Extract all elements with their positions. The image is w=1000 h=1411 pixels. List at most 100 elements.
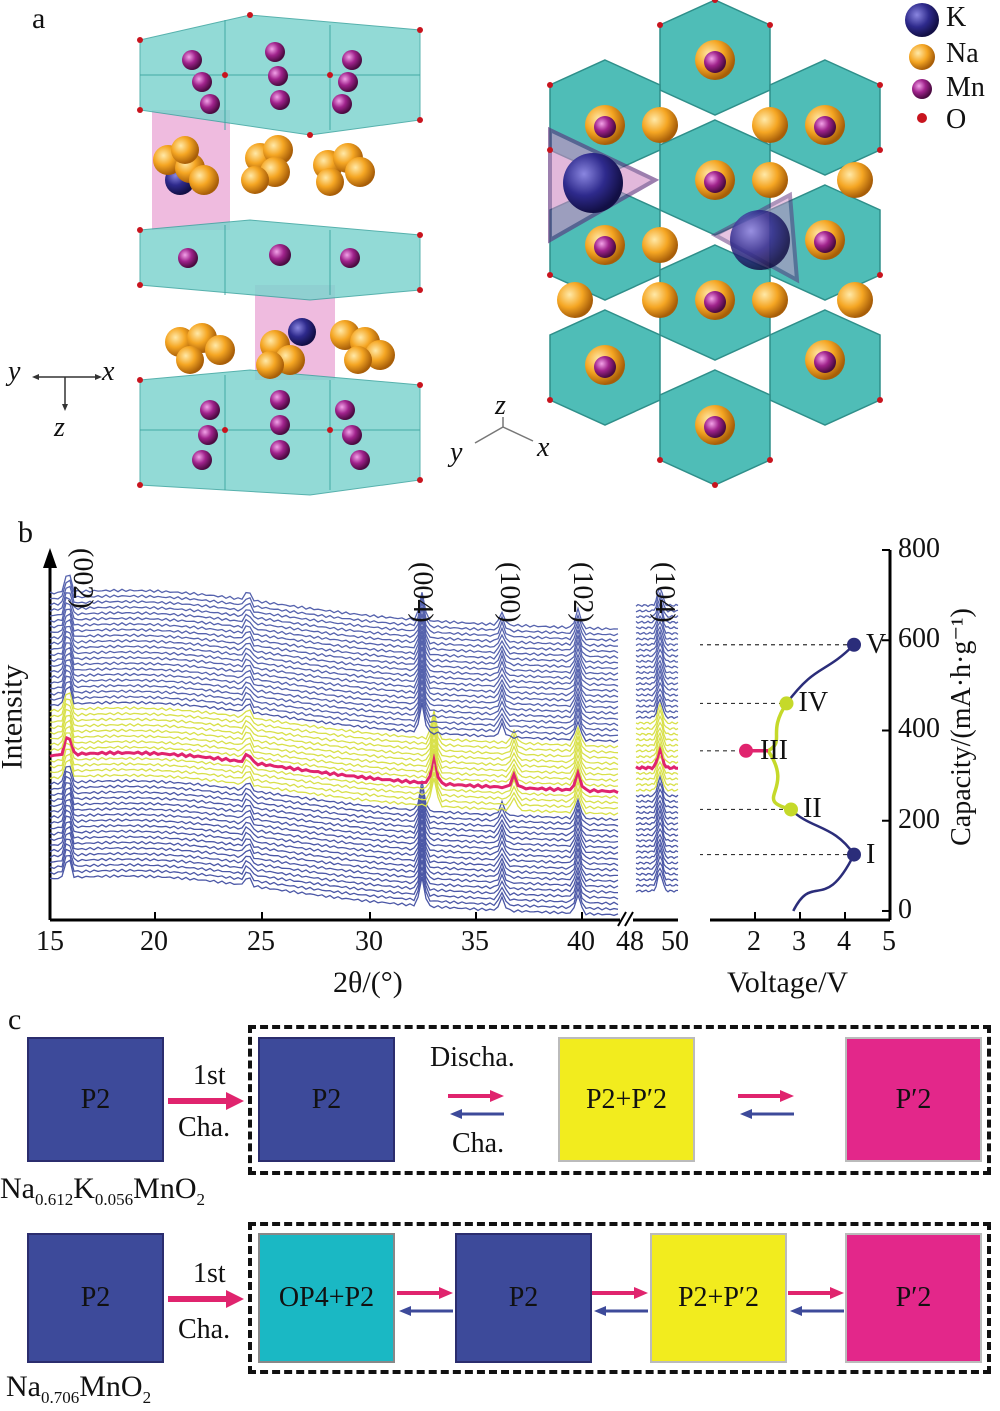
row1-box-p2prime-label: P′2: [895, 1083, 932, 1115]
row2-box-p2-label: P2: [508, 1282, 539, 1313]
xrd-trace: [49, 725, 619, 783]
xrd-trace: [49, 602, 619, 659]
xrd-trace-104: [635, 794, 679, 815]
legend-k-marker: [905, 3, 939, 37]
row2-box-p2prime-label: P′2: [895, 1282, 932, 1313]
xrd-trace-104: [635, 641, 679, 664]
xrd-trace: [49, 742, 619, 799]
row1-box-p2-p2prime: P2+P′2: [558, 1037, 695, 1162]
vc-point-II: [784, 802, 798, 817]
vc-x-tick-label: 5: [882, 926, 896, 957]
row1-step-top: 1st: [193, 1060, 226, 1091]
row1-initial-box: P2: [27, 1037, 164, 1162]
xrd-trace-104: [635, 803, 679, 826]
xrd-tick-15: 15: [36, 926, 64, 957]
vc-y-tick-label: 0: [898, 893, 912, 925]
legend-o-marker: [917, 113, 927, 123]
xrd-trace-group: [49, 574, 619, 917]
vc-x-tick-label: 2: [747, 926, 761, 957]
xrd-trace: [49, 642, 619, 698]
peak-label-104: (104): [649, 562, 680, 623]
xrd-trace-104: [635, 681, 679, 703]
vc-y-tick-label: 400: [898, 713, 940, 745]
legend-na-label: Na: [946, 38, 979, 69]
xrd-trace-104: [635, 586, 679, 608]
xrd-trace: [49, 798, 619, 855]
legend-mn-label: Mn: [946, 72, 985, 103]
row1-box-p2: P2: [258, 1037, 395, 1162]
xrd-trace: [49, 574, 619, 631]
voltage-capacity-chart: [700, 549, 892, 922]
legend-na-marker: [909, 44, 935, 70]
xrd-trace-104: [635, 726, 679, 748]
xrd-trace: [49, 838, 618, 894]
xrd-trace: [49, 732, 619, 788]
row2-box-p2prime: P′2: [845, 1233, 982, 1363]
panel-b-label: b: [18, 516, 33, 549]
xrd-trace-104: [635, 808, 679, 832]
xrd-trace-104: [635, 745, 678, 771]
legend-mn-marker: [912, 79, 932, 99]
xrd-x-axis-label: 2θ/(°): [333, 966, 403, 999]
row2-box-op4-p2-label: OP4+P2: [278, 1282, 375, 1313]
row2-arrow-pair-1: [397, 1287, 453, 1316]
xrd-trace-104: [635, 841, 679, 865]
xrd-trace-104: [635, 714, 679, 736]
xrd-trace: [49, 669, 619, 727]
xrd-trace-104: [635, 701, 679, 725]
xrd-y-axis-label: Intensity: [0, 664, 29, 770]
vc-point-V: [847, 637, 861, 652]
xrd-trace-104: [635, 595, 679, 619]
xrd-trace-104: [635, 765, 679, 787]
xrd-trace-104: [635, 731, 679, 753]
xrd-trace: [49, 748, 619, 805]
xrd-tick-35: 35: [461, 926, 489, 957]
xrd-trace: [49, 815, 619, 872]
xrd-trace: [49, 708, 619, 766]
xrd-trace-104: [635, 663, 679, 686]
xrd-trace-104: [635, 754, 679, 776]
xrd-trace: [49, 675, 619, 732]
vc-point-label: I: [866, 838, 876, 870]
xrd-trace: [49, 685, 619, 743]
xrd-trace-104: [635, 769, 679, 792]
row1-discharge-label: Discha.: [430, 1042, 515, 1073]
xrd-trace: [49, 859, 619, 917]
xrd-tick-50: 50: [661, 926, 689, 957]
xrd-trace: [49, 625, 619, 682]
xrd-trace-104: [635, 687, 679, 708]
row2-box-p2: P2: [455, 1233, 592, 1363]
xrd-trace-104: [635, 735, 679, 759]
axis-y-label-left: y: [8, 356, 21, 387]
xrd-tick-25: 25: [247, 926, 275, 957]
xrd-trace: [49, 608, 619, 665]
xrd-tick-20: 20: [140, 926, 168, 957]
xrd-tick-40: 40: [567, 926, 595, 957]
xrd-trace-104: [635, 620, 679, 641]
xrd-trace: [49, 842, 619, 900]
axis-z-label-left: z: [54, 412, 65, 443]
row1-cycle-frame: [248, 1025, 991, 1175]
row1-box-p2prime: P′2: [845, 1037, 982, 1162]
vc-point-label: V: [866, 628, 887, 660]
peak-label-100: (100): [494, 562, 525, 623]
xrd-trace: [49, 775, 619, 833]
xrd-tick-30: 30: [355, 926, 383, 957]
vc-point-label: III: [760, 734, 788, 766]
row2-first-charge-arrow: [168, 1290, 244, 1308]
axis-triad-left: [32, 374, 102, 411]
xrd-trace: [49, 658, 619, 715]
xrd-trace: [49, 804, 619, 861]
xrd-trace-104: [635, 591, 679, 613]
xrd-trace: [49, 592, 619, 648]
xrd-trace: [49, 635, 619, 693]
row2-box-p2-p2prime-label: P2+P′2: [677, 1282, 760, 1313]
xrd-trace: [49, 702, 619, 760]
panel-c-label: c: [8, 1003, 22, 1036]
xrd-trace-104: [635, 647, 679, 669]
xrd-trace: [49, 646, 619, 704]
xrd-trace: [49, 735, 619, 794]
xrd-trace-104: [635, 721, 679, 742]
vc-point-label: IV: [798, 687, 829, 719]
xrd-trace-104: [635, 847, 679, 871]
